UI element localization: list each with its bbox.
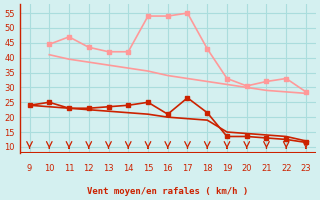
X-axis label: Vent moyen/en rafales ( km/h ): Vent moyen/en rafales ( km/h )	[87, 187, 248, 196]
